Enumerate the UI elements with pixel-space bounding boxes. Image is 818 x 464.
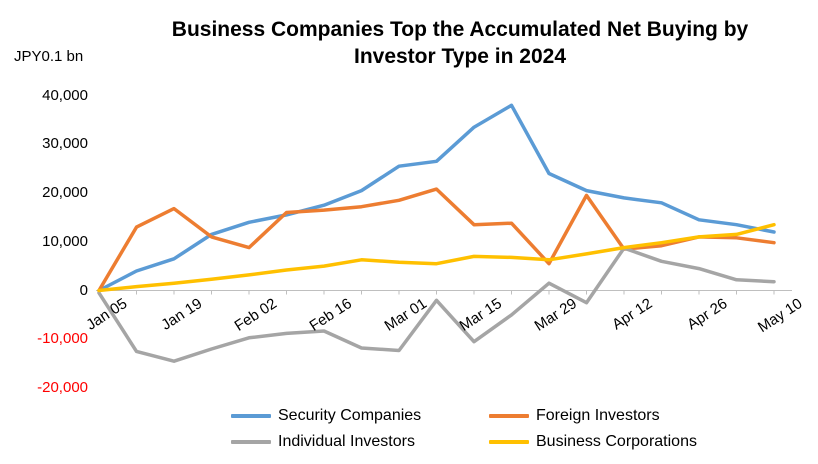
legend-item-business-corporations: Business Corporations <box>489 432 697 452</box>
legend-item-foreign-investors: Foreign Investors <box>489 406 697 426</box>
series-line-business-corporations <box>97 222 776 293</box>
series-line-foreign-investors <box>97 187 776 293</box>
legend-label: Business Corporations <box>536 433 697 450</box>
chart-legend: Security Companies Foreign Investors Indiv… <box>231 406 697 452</box>
chart-title-line1: Business Companies Top the Accumulated N… <box>171 18 749 41</box>
legend-label: Individual Investors <box>278 433 415 450</box>
legend-item-security-companies: Security Companies <box>231 406 489 426</box>
legend-line-swatch <box>231 414 271 418</box>
chart-title-line2: Investor Type in 2024 <box>353 45 567 68</box>
legend-label: Security Companies <box>278 407 422 424</box>
y-axis-unit-label: JPY0.1 bn <box>14 48 84 65</box>
legend-label: Foreign Investors <box>536 407 660 424</box>
series-line-individual-investors <box>97 246 776 363</box>
series-line-security-companies <box>97 103 776 293</box>
legend-item-individual-investors: Individual Investors <box>231 432 489 452</box>
legend-line-swatch <box>231 440 271 444</box>
legend-line-swatch <box>489 440 529 444</box>
legend-line-swatch <box>489 414 529 418</box>
chart-title: Business Companies Top the Accumulated N… <box>105 16 815 70</box>
